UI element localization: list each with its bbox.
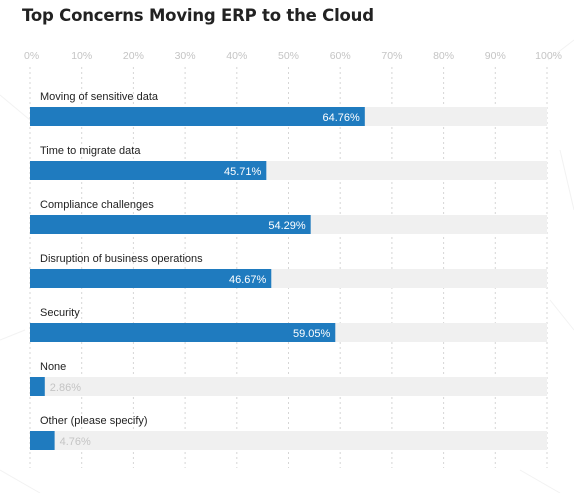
background-decoration	[0, 39, 574, 493]
bar	[30, 107, 365, 126]
bar-row: Time to migrate data 45.71%	[30, 145, 547, 180]
data-label: 46.67%	[229, 274, 267, 286]
bar-row: Security 59.05%	[30, 307, 547, 342]
bar-row: Disruption of business operations 46.67%	[30, 253, 547, 288]
bar-rows: Moving of sensitive data 64.76% Time to mi…	[30, 91, 547, 450]
data-label: 4.76%	[60, 436, 91, 448]
category-label: Security	[40, 307, 80, 319]
data-label: 59.05%	[293, 328, 331, 340]
bar	[30, 323, 336, 342]
x-tick-label: 90%	[485, 50, 506, 62]
x-tick-label: 0%	[24, 50, 39, 62]
category-label: Compliance challenges	[40, 199, 154, 211]
x-tick-label: 10%	[71, 50, 92, 62]
bar	[30, 161, 267, 180]
decoration-line	[559, 149, 574, 211]
bar-track	[30, 431, 547, 450]
category-label: Moving of sensitive data	[40, 91, 159, 103]
x-tick-label: 40%	[226, 50, 247, 62]
decoration-line	[519, 469, 561, 493]
x-tick-label: 20%	[123, 50, 144, 62]
category-label: Time to migrate data	[40, 145, 141, 157]
gridlines	[29, 67, 548, 468]
x-tick-label: 70%	[381, 50, 402, 62]
bar-row: Compliance challenges 54.29%	[30, 199, 547, 234]
bar-row: Moving of sensitive data 64.76%	[30, 91, 547, 126]
category-label: None	[40, 361, 66, 373]
data-label: 54.29%	[268, 220, 306, 232]
data-label: 64.76%	[322, 112, 360, 124]
decoration-line	[0, 94, 31, 121]
decoration-line	[549, 299, 574, 331]
x-tick-label: 100%	[535, 50, 562, 62]
bar	[30, 377, 45, 396]
data-label: 45.71%	[224, 166, 262, 178]
bar	[30, 431, 55, 450]
bar-row: None 2.86%	[30, 361, 547, 396]
bar	[30, 215, 311, 234]
bar-row: Other (please specify) 4.76%	[30, 415, 547, 450]
data-label: 2.86%	[50, 382, 81, 394]
chart-title: Top Concerns Moving ERP to the Cloud	[22, 6, 374, 25]
category-label: Other (please specify)	[40, 415, 148, 427]
x-tick-label: 30%	[175, 50, 196, 62]
x-tick-label: 60%	[330, 50, 351, 62]
decoration-line	[547, 39, 574, 61]
bar	[30, 269, 272, 288]
category-label: Disruption of business operations	[40, 253, 203, 265]
x-tick-label: 80%	[433, 50, 454, 62]
decoration-line	[0, 329, 26, 341]
x-tick-label: 50%	[278, 50, 299, 62]
bar-track	[30, 377, 547, 396]
x-axis-ticks: 0% 10% 20% 30% 40% 50% 60% 70% 80% 90% 100%	[24, 50, 562, 62]
decoration-line	[0, 469, 41, 493]
